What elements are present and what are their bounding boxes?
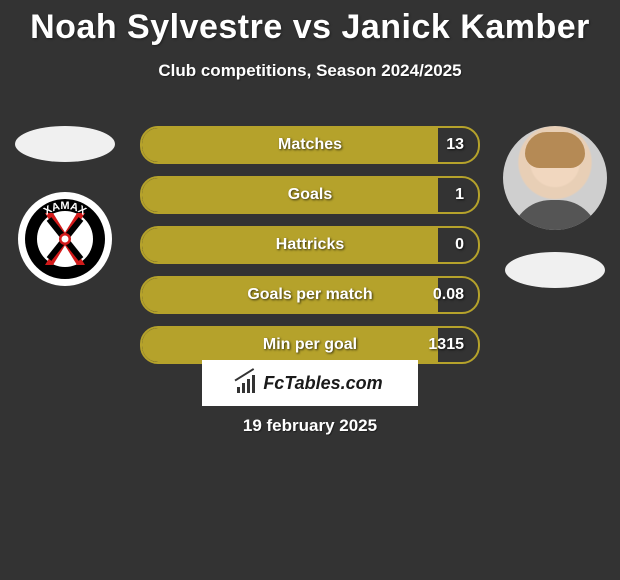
brand-logo-box: FcTables.com — [202, 360, 418, 406]
stat-row-hattricks: Hattricks 0 — [140, 226, 480, 264]
brand-chart-icon — [237, 373, 257, 393]
player1-club-badge: XAMAX — [18, 192, 112, 286]
stat-label: Matches — [278, 136, 342, 154]
stat-row-goals: Goals 1 — [140, 176, 480, 214]
stat-value: 1315 — [428, 336, 464, 354]
stat-row-goals-per-match: Goals per match 0.08 — [140, 276, 480, 314]
brand-name: FcTables.com — [263, 373, 382, 394]
stat-value: 0 — [455, 236, 464, 254]
subtitle: Club competitions, Season 2024/2025 — [0, 61, 620, 81]
player2-photo — [503, 126, 607, 230]
player2-column — [500, 126, 610, 288]
stat-label: Hattricks — [276, 236, 344, 254]
stat-value: 13 — [446, 136, 464, 154]
stat-label: Min per goal — [263, 336, 357, 354]
stat-value: 1 — [455, 186, 464, 204]
stat-row-matches: Matches 13 — [140, 126, 480, 164]
stat-value: 0.08 — [433, 286, 464, 304]
club-badge-icon: XAMAX — [23, 197, 107, 281]
page-title: Noah Sylvestre vs Janick Kamber — [0, 8, 620, 47]
stats-bars: Matches 13 Goals 1 Hattricks 0 Goals per… — [140, 126, 480, 376]
player1-column: XAMAX — [10, 126, 120, 286]
player2-club-badge-placeholder — [505, 252, 605, 288]
player1-photo-placeholder — [15, 126, 115, 162]
date-label: 19 february 2025 — [0, 416, 620, 436]
stat-label: Goals — [288, 186, 332, 204]
stat-label: Goals per match — [247, 286, 372, 304]
stat-row-min-per-goal: Min per goal 1315 — [140, 326, 480, 364]
